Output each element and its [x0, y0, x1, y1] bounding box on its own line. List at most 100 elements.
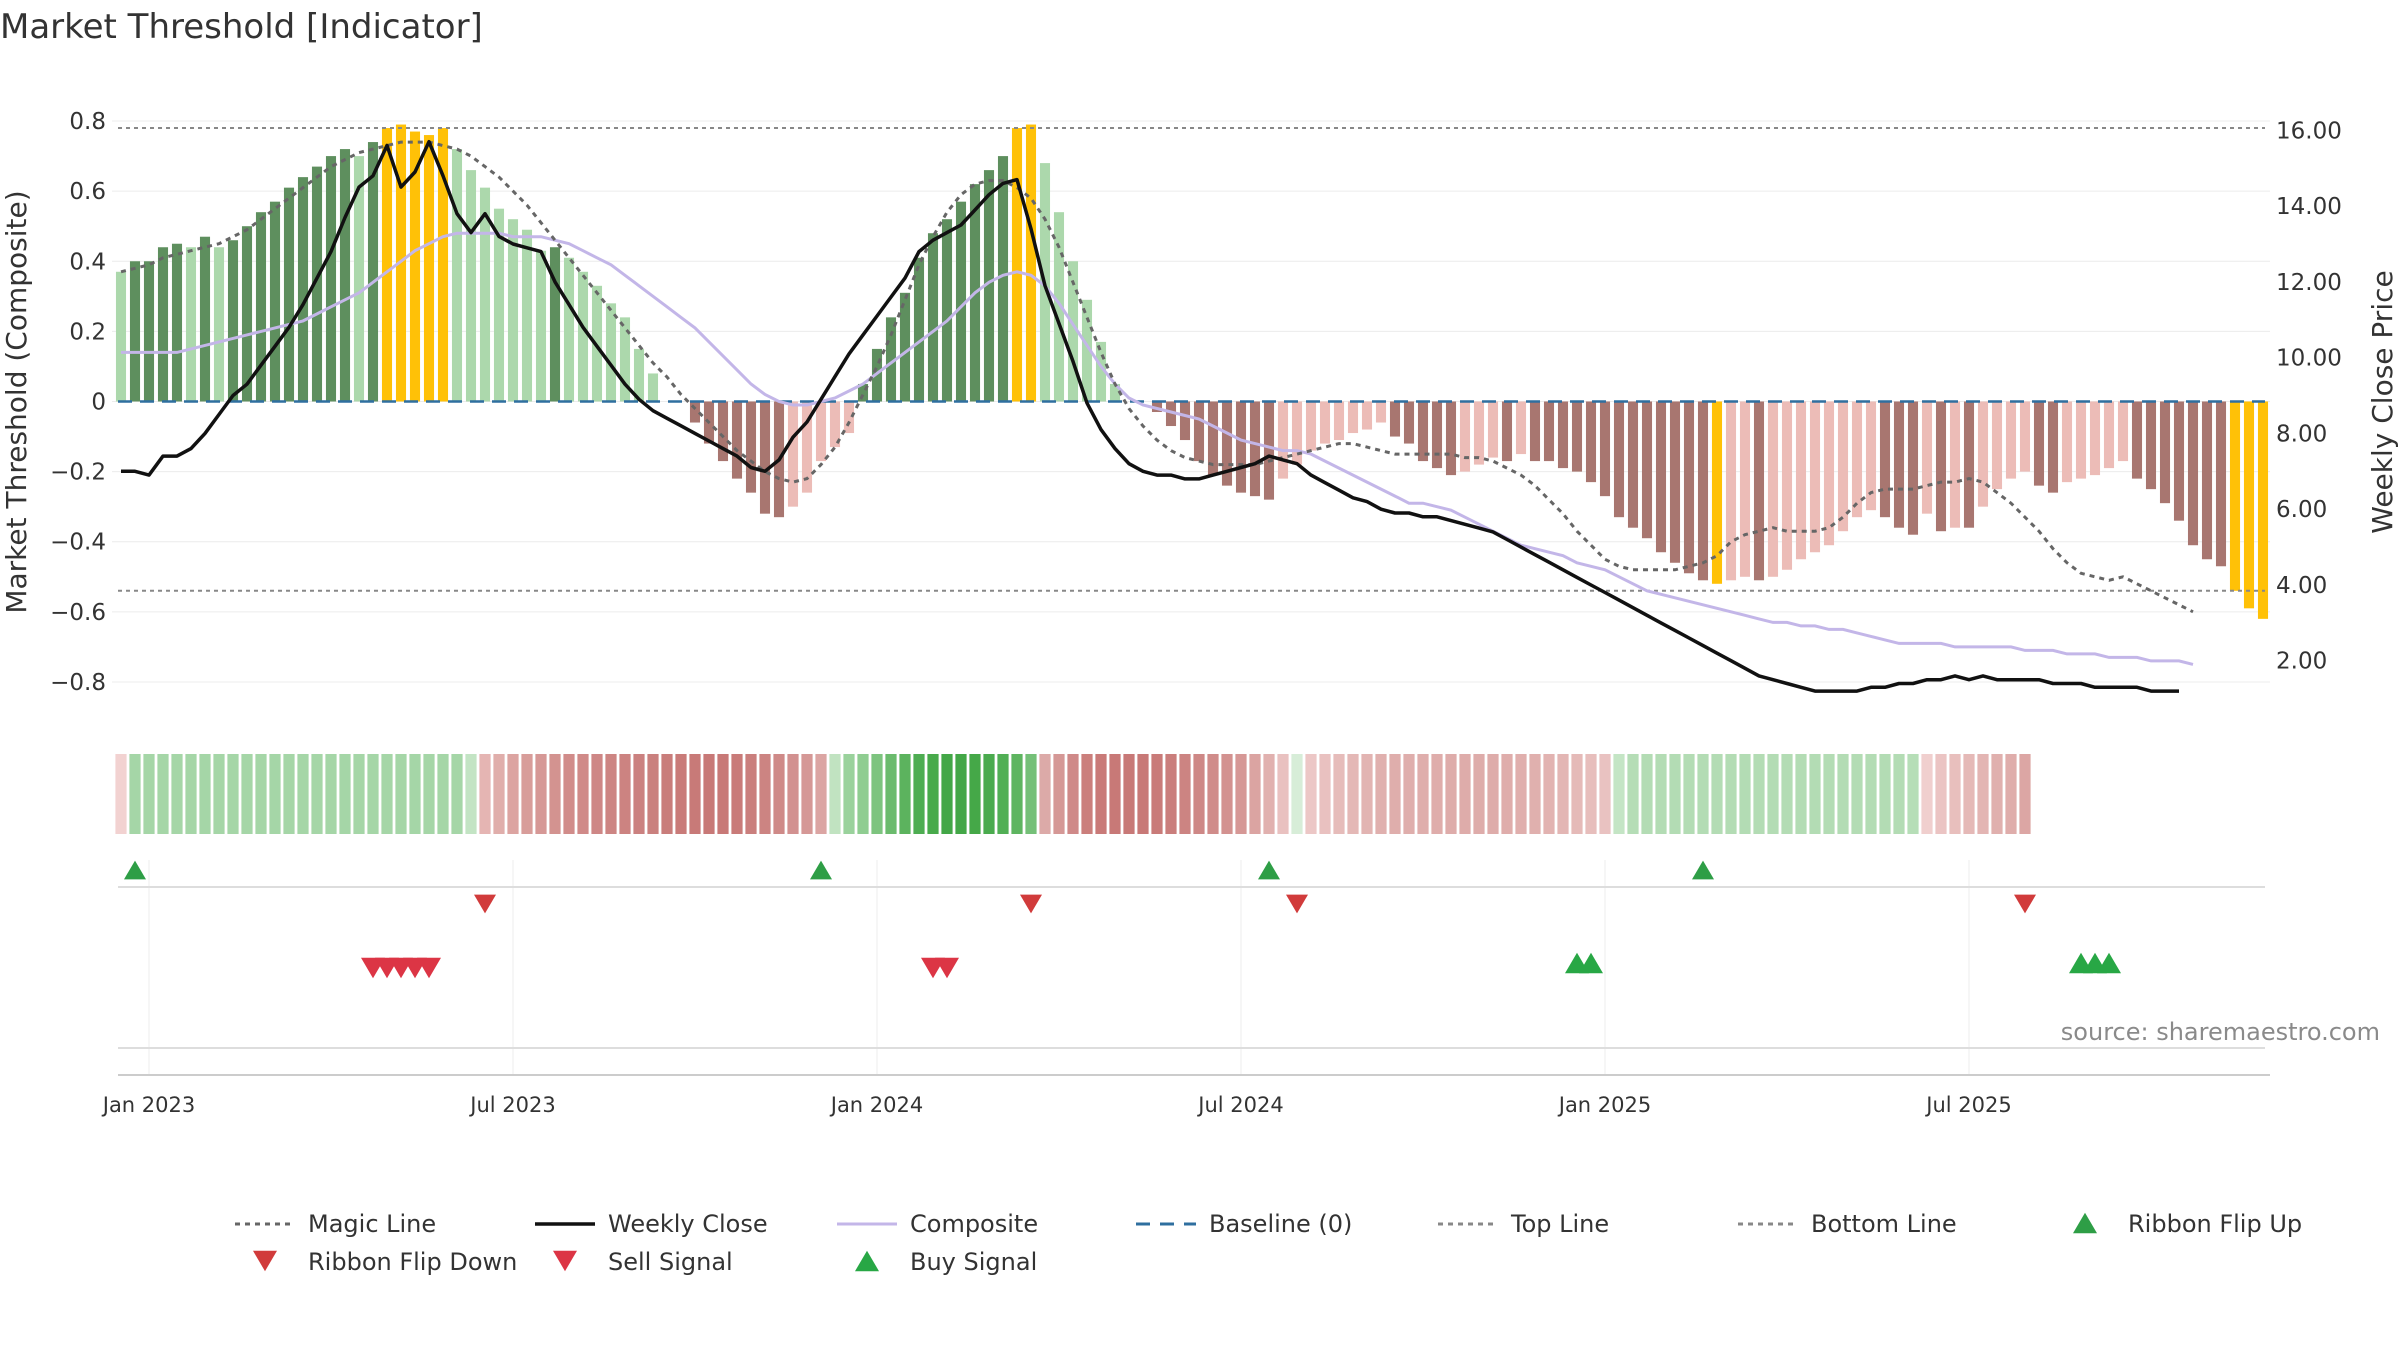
buy-signal-marker — [2097, 952, 2121, 974]
composite-bar — [1025, 124, 1037, 402]
composite-bar — [815, 401, 827, 462]
composite-bar — [759, 401, 771, 514]
ribbon-segment — [1529, 754, 1541, 834]
composite-bar — [563, 257, 575, 402]
ribbon-segment — [1025, 754, 1037, 834]
ribbon-segment — [437, 754, 449, 834]
ribbon-segment — [591, 754, 603, 834]
ribbon-segment — [1473, 754, 1485, 834]
ribbon-segment — [633, 754, 645, 834]
ribbon-segment — [1809, 754, 1821, 834]
composite-bar — [1893, 401, 1905, 528]
legend-marker-flip_up — [2073, 1212, 2097, 1234]
ribbon-segment — [927, 754, 939, 834]
legend-item-top: Top Line — [1438, 1210, 1609, 1238]
composite-bar — [339, 149, 351, 402]
y-tick-label: 0 — [91, 389, 106, 415]
composite-bar — [1641, 401, 1653, 539]
magic-line — [120, 140, 2194, 614]
composite-bar — [1487, 401, 1499, 458]
legend-label-bottom: Bottom Line — [1811, 1210, 1957, 1238]
ribbon-segment — [1417, 754, 1429, 834]
bars-layer — [115, 124, 2269, 619]
composite-bar — [745, 401, 757, 493]
ribbon-segment — [759, 754, 771, 834]
composite-bar — [269, 201, 281, 402]
composite-bar — [787, 401, 799, 507]
composite-bar — [843, 401, 855, 434]
composite-bar — [2187, 401, 2199, 546]
ribbon-segment — [1067, 754, 1079, 834]
composite-bar — [1389, 401, 1401, 437]
ribbon-segment — [1613, 754, 1625, 834]
sell-signal-marker — [417, 957, 441, 979]
composite-bar — [1011, 128, 1023, 402]
y-tick-label: 0.6 — [69, 179, 106, 205]
signals-layer — [118, 860, 2265, 1049]
composite-bar — [941, 219, 953, 402]
composite-bar — [493, 208, 505, 402]
y2-tick-label: 14.00 — [2276, 194, 2342, 220]
ribbon-segment — [409, 754, 421, 834]
composite-bar — [2005, 401, 2017, 479]
composite-bar — [633, 348, 645, 402]
ribbon-layer — [115, 754, 2031, 834]
composite-bar — [1767, 401, 1779, 577]
legend-label-magic: Magic Line — [308, 1210, 436, 1238]
composite-bar — [1291, 401, 1303, 465]
composite-bar — [955, 201, 967, 402]
ribbon-segment — [1781, 754, 1793, 834]
ribbon-segment — [745, 754, 757, 834]
composite-bar — [2089, 401, 2101, 476]
ribbon-segment — [1907, 754, 1919, 834]
ribbon-segment — [2005, 754, 2017, 834]
ribbon-segment — [885, 754, 897, 834]
ribbon-segment — [1515, 754, 1527, 834]
composite-bar — [1151, 401, 1163, 413]
composite-bar — [1277, 401, 1289, 479]
composite-bar — [885, 317, 897, 402]
ribbon-segment — [1641, 754, 1653, 834]
ribbon-segment — [1893, 754, 1905, 834]
composite-bar — [2159, 401, 2171, 504]
composite-bar — [1081, 299, 1093, 402]
legend-label-close: Weekly Close — [608, 1210, 768, 1238]
ribbon-segment — [997, 754, 1009, 834]
legend-label-composite: Composite — [910, 1210, 1038, 1238]
y2-axis-label: Weekly Close Price — [2366, 270, 2399, 533]
y-tick-label: 0.8 — [69, 109, 106, 135]
composite-bar — [1837, 401, 1849, 532]
composite-bar — [1753, 401, 1765, 581]
y-tick-label: 0.2 — [69, 319, 106, 345]
legend-item-flip_down: Ribbon Flip Down — [253, 1248, 517, 1276]
ribbon-flip-down-marker — [1286, 894, 1308, 914]
y-tick-label: −0.6 — [50, 600, 106, 626]
ribbon-segment — [1823, 754, 1835, 834]
composite-bar — [1963, 401, 1975, 528]
x-tick-label: Jan 2025 — [1557, 1093, 1652, 1117]
ribbon-segment — [381, 754, 393, 834]
legend-marker-sell — [553, 1250, 577, 1272]
ribbon-segment — [1179, 754, 1191, 834]
composite-bar — [1067, 261, 1079, 402]
composite-bar — [857, 383, 869, 402]
ribbon-segment — [1767, 754, 1779, 834]
composite-bar — [1445, 401, 1457, 476]
ribbon-segment — [1291, 754, 1303, 834]
composite-line — [121, 231, 2194, 666]
ribbon-segment — [787, 754, 799, 834]
x-tick-label: Jan 2024 — [829, 1093, 924, 1117]
ribbon-segment — [815, 754, 827, 834]
composite-bar — [157, 247, 169, 402]
legend-label-flip_up: Ribbon Flip Up — [2128, 1210, 2302, 1238]
composite-bar — [423, 135, 435, 402]
composite-bar — [1361, 401, 1373, 430]
buy-signal-marker — [1579, 952, 1603, 974]
ribbon-segment — [1487, 754, 1499, 834]
composite-bar — [2229, 401, 2241, 591]
ribbon-segment — [899, 754, 911, 834]
composite-bar — [1235, 401, 1247, 493]
composite-bar — [1347, 401, 1359, 434]
composite-bar — [451, 149, 463, 402]
composite-bar — [185, 247, 197, 402]
